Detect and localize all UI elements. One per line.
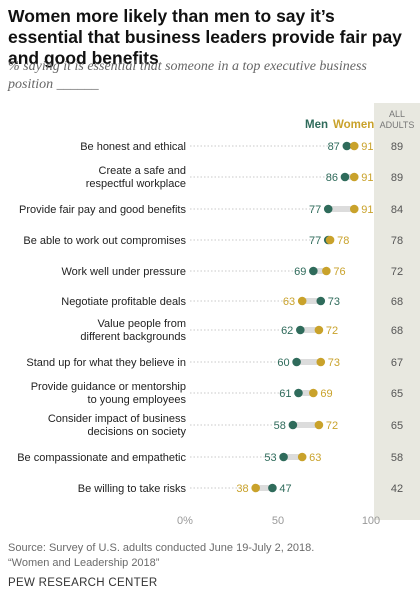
men-value: 87 xyxy=(328,141,340,153)
all-adults-value: 89 xyxy=(391,141,403,153)
row-label: Provide fair pay and good benefits xyxy=(19,204,186,216)
women-dot xyxy=(309,388,318,398)
men-dot xyxy=(279,452,288,462)
men-dot xyxy=(294,388,303,398)
all-adults-value: 67 xyxy=(391,357,403,369)
all-adults-value: 84 xyxy=(391,204,403,216)
all-adults-value: 58 xyxy=(391,452,403,464)
row-label: Work well under pressure xyxy=(61,266,186,278)
men-dot xyxy=(316,296,326,306)
men-dot xyxy=(268,483,277,493)
men-value: 61 xyxy=(279,388,291,400)
org-name: PEW RESEARCH CENTER xyxy=(8,577,158,589)
men-value: 69 xyxy=(294,266,306,278)
women-value: 91 xyxy=(361,141,373,153)
women-value: 73 xyxy=(328,357,340,369)
men-value: 73 xyxy=(328,296,340,308)
row-label: decisions on society xyxy=(88,426,187,438)
women-dot xyxy=(349,172,359,182)
women-value: 72 xyxy=(326,420,338,432)
source-line-1: Source: Survey of U.S. adults conducted … xyxy=(8,542,315,554)
row-label: different backgrounds xyxy=(80,331,186,343)
women-value: 38 xyxy=(236,483,248,495)
all-adults-value: 65 xyxy=(391,388,403,400)
women-value: 63 xyxy=(309,452,321,464)
women-dot xyxy=(349,204,359,214)
row-label: Negotiate profitable deals xyxy=(61,296,186,308)
women-dot xyxy=(251,483,260,493)
row-label: Be able to work out compromises xyxy=(23,235,186,247)
women-value: 91 xyxy=(361,204,373,216)
row-label: Be honest and ethical xyxy=(80,141,186,153)
row-label: Be compassionate and empathetic xyxy=(17,452,186,464)
chart-subtitle: % saying it is essential that someone in… xyxy=(8,59,367,92)
men-dot xyxy=(296,325,305,335)
women-dot xyxy=(297,296,307,306)
x-tick-label: 50 xyxy=(272,515,284,527)
row-label: Consider impact of business xyxy=(48,413,187,425)
women-dot xyxy=(297,452,307,462)
row-label: Value people from xyxy=(98,318,186,330)
men-dot xyxy=(292,357,301,367)
women-dot xyxy=(322,266,331,276)
women-value: 72 xyxy=(326,325,338,337)
women-dot xyxy=(349,141,359,151)
row-label: Stand up for what they believe in xyxy=(26,357,186,369)
row-label: Provide guidance or mentorship xyxy=(31,381,186,393)
women-value: 78 xyxy=(337,235,349,247)
men-value: 77 xyxy=(309,235,321,247)
row-label: Create a safe and xyxy=(99,165,186,177)
legend-men: Men xyxy=(305,119,328,131)
all-adults-value: 65 xyxy=(391,420,403,432)
row-label: respectful workplace xyxy=(86,178,186,190)
women-dot xyxy=(314,420,324,430)
all-adults-value: 68 xyxy=(391,325,403,337)
chart-title: Women more likely than men to say it’s e… xyxy=(8,6,402,68)
men-value: 86 xyxy=(326,172,338,184)
legend-women: Women xyxy=(333,119,374,131)
all-adults-value: 72 xyxy=(391,266,403,278)
all-adults-value: 78 xyxy=(391,235,403,247)
women-value: 91 xyxy=(361,172,373,184)
men-dot xyxy=(342,141,352,151)
men-dot xyxy=(340,172,350,182)
men-value: 60 xyxy=(277,357,289,369)
row-label: to young employees xyxy=(88,394,187,406)
men-value: 47 xyxy=(279,483,291,495)
men-dot xyxy=(323,204,333,214)
men-dot xyxy=(309,266,318,276)
men-value: 58 xyxy=(274,420,286,432)
legend-all-adults-line-1: ALL xyxy=(389,109,405,119)
all-adults-value: 68 xyxy=(391,296,403,308)
men-value: 77 xyxy=(309,204,321,216)
women-dot xyxy=(316,357,326,367)
women-value: 76 xyxy=(333,266,345,278)
x-tick-label: 0% xyxy=(177,515,193,527)
women-value: 69 xyxy=(320,388,332,400)
row-label: Be willing to take risks xyxy=(78,483,187,495)
legend-all-adults-line-2: ADULTS xyxy=(380,120,415,130)
men-value: 62 xyxy=(281,325,293,337)
all-adults-band xyxy=(374,103,420,520)
all-adults-value: 42 xyxy=(391,483,403,495)
source-line-2: “Women and Leadership 2018” xyxy=(8,557,160,569)
x-tick-label: 100 xyxy=(362,515,380,527)
women-dot xyxy=(325,235,335,245)
men-value: 53 xyxy=(264,452,276,464)
all-adults-value: 89 xyxy=(391,172,403,184)
women-value: 63 xyxy=(283,296,295,308)
men-dot xyxy=(288,420,298,430)
women-dot xyxy=(314,325,324,335)
